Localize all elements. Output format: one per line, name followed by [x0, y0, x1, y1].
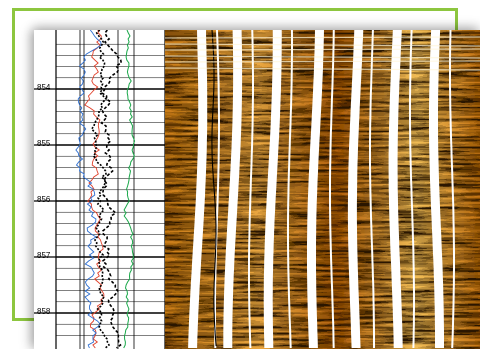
depth-label: 855 [37, 139, 51, 148]
pad-gap [307, 30, 324, 348]
trace-line [165, 30, 480, 347]
pad-gap [429, 30, 444, 348]
green-curve [123, 30, 136, 349]
log-curves [75, 30, 136, 349]
pad-gap [263, 30, 282, 348]
pad-gaps [188, 30, 455, 349]
black-dashed-curve [100, 30, 123, 349]
bedding-streak [165, 55, 480, 59]
borehole-image [165, 30, 480, 349]
pad-edge [214, 30, 220, 349]
dark-trace [211, 30, 217, 347]
pad-gap [223, 30, 243, 348]
log-panel: 854 855 856 857 858 [34, 30, 480, 349]
pad-edge [369, 30, 375, 348]
pad-edge [409, 30, 415, 349]
pad-gap [347, 30, 364, 348]
bedding-streak [165, 43, 480, 47]
pad-edge [248, 30, 254, 349]
bedding-streak [165, 67, 480, 71]
depth-labels: 854 855 856 857 858 [37, 83, 51, 316]
blue-curve [75, 30, 102, 349]
depth-grid [34, 30, 166, 349]
bedding-streak [165, 48, 480, 51]
bedding-streak [165, 36, 480, 39]
log-plot: 854 855 856 857 858 [34, 30, 480, 349]
bedding-streak [165, 60, 480, 63]
pad-edge [449, 30, 455, 349]
depth-label: 858 [37, 307, 51, 316]
pad-edge [287, 30, 293, 349]
pad-gap [188, 30, 208, 348]
black-dotted-curve [90, 30, 111, 349]
pad-gap [388, 30, 403, 348]
depth-label: 857 [37, 251, 51, 260]
red-curve [84, 30, 105, 349]
depth-label: 856 [37, 195, 51, 204]
depth-label: 854 [37, 83, 51, 92]
pad-edge [329, 30, 335, 349]
